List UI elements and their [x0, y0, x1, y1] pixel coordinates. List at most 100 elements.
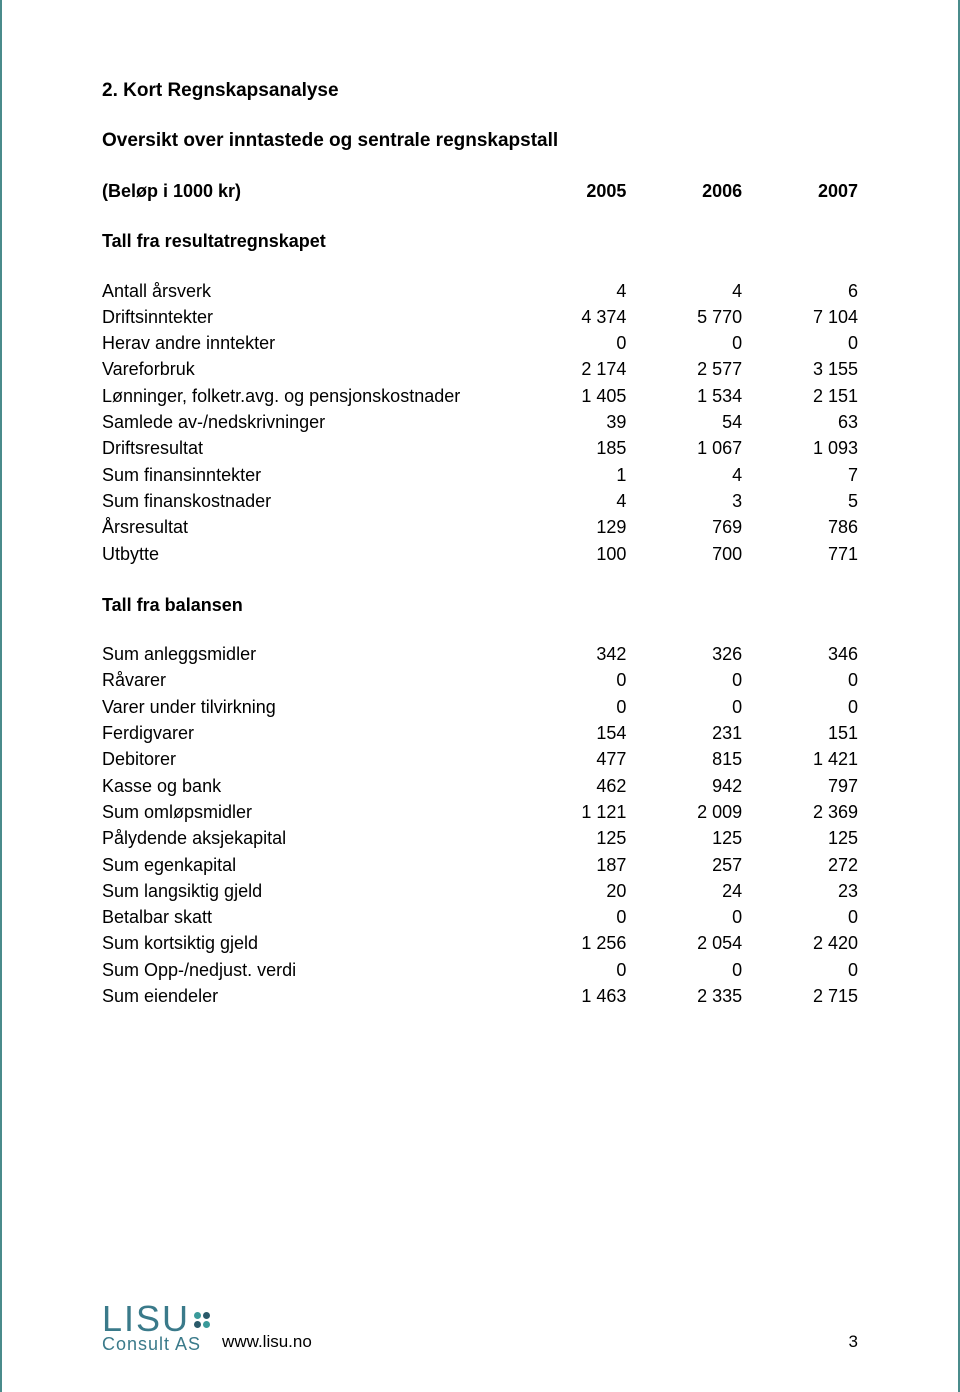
footer-left: LISU Consult AS www.lisu.no	[102, 1303, 312, 1352]
row-label: Kasse og bank	[102, 773, 511, 799]
row-value: 272	[742, 852, 858, 878]
row-value: 0	[626, 667, 742, 693]
year-2006: 2006	[626, 178, 742, 227]
row-value: 5 770	[626, 304, 742, 330]
row-label: Samlede av-/nedskrivninger	[102, 409, 511, 435]
row-label: Driftsresultat	[102, 435, 511, 461]
row-value: 151	[742, 720, 858, 746]
table-row: Sum eiendeler1 4632 3352 715	[102, 983, 858, 1009]
row-value: 0	[511, 667, 627, 693]
row-value: 2 151	[742, 383, 858, 409]
row-value: 0	[626, 904, 742, 930]
row-value: 0	[742, 330, 858, 356]
row-label: Sum egenkapital	[102, 852, 511, 878]
table-row: Debitorer4778151 421	[102, 746, 858, 772]
row-value: 1 256	[511, 930, 627, 956]
result-rows: Antall årsverk446Driftsinntekter4 3745 7…	[102, 278, 858, 567]
row-label: Lønninger, folketr.avg. og pensjonskostn…	[102, 383, 511, 409]
row-value: 769	[626, 514, 742, 540]
row-value: 3	[626, 488, 742, 514]
row-value: 4 374	[511, 304, 627, 330]
row-label: Sum Opp-/nedjust. verdi	[102, 957, 511, 983]
row-label: Sum eiendeler	[102, 983, 511, 1009]
row-value: 0	[626, 694, 742, 720]
row-value: 24	[626, 878, 742, 904]
row-value: 2 420	[742, 930, 858, 956]
table-row: Herav andre inntekter000	[102, 330, 858, 356]
row-value: 23	[742, 878, 858, 904]
row-value: 815	[626, 746, 742, 772]
table-row: Antall årsverk446	[102, 278, 858, 304]
section-title: 2. Kort Regnskapsanalyse	[102, 80, 858, 102]
row-value: 1 421	[742, 746, 858, 772]
row-value: 3 155	[742, 356, 858, 382]
row-value: 2 174	[511, 356, 627, 382]
balance-heading-label: Tall fra balansen	[102, 591, 858, 641]
row-value: 771	[742, 541, 858, 567]
row-value: 346	[742, 641, 858, 667]
row-value: 326	[626, 641, 742, 667]
row-value: 185	[511, 435, 627, 461]
table-row: Sum langsiktig gjeld202423	[102, 878, 858, 904]
row-value: 39	[511, 409, 627, 435]
row-value: 4	[511, 488, 627, 514]
row-label: Sum langsiktig gjeld	[102, 878, 511, 904]
table-row: Vareforbruk2 1742 5773 155	[102, 356, 858, 382]
row-label: Sum finanskostnader	[102, 488, 511, 514]
row-value: 0	[511, 694, 627, 720]
table-row: Ferdigvarer154231151	[102, 720, 858, 746]
row-value: 0	[626, 330, 742, 356]
row-value: 125	[626, 825, 742, 851]
table-row: Sum omløpsmidler1 1212 0092 369	[102, 799, 858, 825]
year-header-row: (Beløp i 1000 kr) 2005 2006 2007	[102, 178, 858, 227]
row-value: 2 009	[626, 799, 742, 825]
row-value: 63	[742, 409, 858, 435]
financial-table: (Beløp i 1000 kr) 2005 2006 2007 Tall fr…	[102, 178, 858, 1009]
footer-url: www.lisu.no	[222, 1332, 312, 1352]
row-label: Vareforbruk	[102, 356, 511, 382]
row-value: 257	[626, 852, 742, 878]
row-label: Varer under tilvirkning	[102, 694, 511, 720]
row-value: 1 067	[626, 435, 742, 461]
row-value: 797	[742, 773, 858, 799]
row-value: 1 463	[511, 983, 627, 1009]
row-label: Ferdigvarer	[102, 720, 511, 746]
row-value: 1	[511, 462, 627, 488]
row-label: Sum finansinntekter	[102, 462, 511, 488]
result-section-heading: Tall fra resultatregnskapet	[102, 227, 858, 277]
row-value: 2 054	[626, 930, 742, 956]
row-value: 4	[511, 278, 627, 304]
table-row: Sum Opp-/nedjust. verdi000	[102, 957, 858, 983]
table-row: Sum kortsiktig gjeld1 2562 0542 420	[102, 930, 858, 956]
table-row: Pålydende aksjekapital125125125	[102, 825, 858, 851]
row-value: 942	[626, 773, 742, 799]
row-label: Antall årsverk	[102, 278, 511, 304]
row-value: 1 405	[511, 383, 627, 409]
table-row: Årsresultat129769786	[102, 514, 858, 540]
company-logo: LISU Consult AS	[102, 1303, 210, 1352]
table-row: Betalbar skatt000	[102, 904, 858, 930]
row-value: 231	[626, 720, 742, 746]
row-value: 2 335	[626, 983, 742, 1009]
row-value: 2 577	[626, 356, 742, 382]
logo-text: LISU	[102, 1303, 190, 1335]
page-footer: LISU Consult AS www.lisu.no 3	[102, 1303, 858, 1352]
table-row: Sum finanskostnader435	[102, 488, 858, 514]
table-row: Varer under tilvirkning000	[102, 694, 858, 720]
row-value: 1 121	[511, 799, 627, 825]
row-value: 54	[626, 409, 742, 435]
row-value: 1 093	[742, 435, 858, 461]
row-value: 700	[626, 541, 742, 567]
row-label: Sum omløpsmidler	[102, 799, 511, 825]
row-value: 477	[511, 746, 627, 772]
row-value: 187	[511, 852, 627, 878]
table-row: Driftsresultat1851 0671 093	[102, 435, 858, 461]
logo-top-text: LISU	[102, 1303, 210, 1335]
row-label: Driftsinntekter	[102, 304, 511, 330]
row-value: 4	[626, 462, 742, 488]
row-value: 1 534	[626, 383, 742, 409]
table-row: Sum finansinntekter147	[102, 462, 858, 488]
spacer	[102, 567, 858, 591]
row-value: 100	[511, 541, 627, 567]
row-value: 0	[626, 957, 742, 983]
